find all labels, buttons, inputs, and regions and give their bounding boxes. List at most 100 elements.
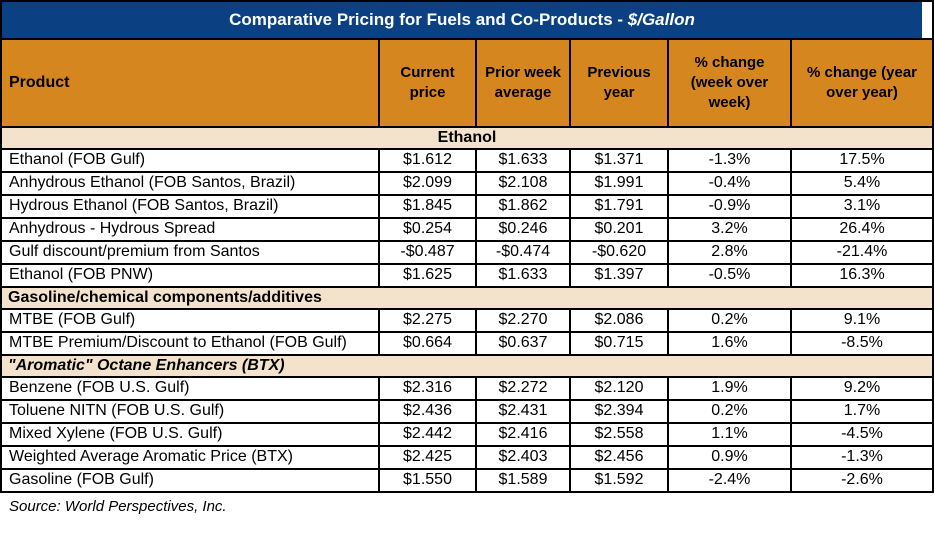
value-cell: $2.099 bbox=[378, 171, 477, 197]
table-row: Hydrous Ethanol (FOB Santos, Brazil) $1.8… bbox=[2, 194, 932, 220]
value-cell: $1.589 bbox=[475, 467, 571, 491]
product-name-cell: Weighted Average Aromatic Price (BTX) bbox=[2, 444, 380, 470]
value-cell: -2.6% bbox=[790, 467, 932, 491]
value-cell: 1.6% bbox=[667, 330, 792, 356]
value-cell: $0.246 bbox=[475, 217, 571, 242]
column-header-previous-year: Previous year bbox=[569, 40, 669, 128]
value-cell: $0.715 bbox=[569, 330, 669, 356]
value-cell: -2.4% bbox=[667, 467, 792, 491]
product-name-cell: Ethanol (FOB Gulf) bbox=[2, 148, 380, 174]
value-cell: 9.1% bbox=[790, 308, 932, 333]
value-cell: -21.4% bbox=[790, 239, 932, 265]
value-cell: $0.664 bbox=[378, 330, 477, 356]
product-name-cell: Anhydrous Ethanol (FOB Santos, Brazil) bbox=[2, 171, 380, 197]
value-cell: $2.272 bbox=[475, 376, 571, 402]
table-row: Gasoline (FOB Gulf) $1.550 $1.589 $1.592 -2.… bbox=[2, 467, 932, 491]
product-name-cell: Benzene (FOB U.S. Gulf) bbox=[2, 376, 380, 402]
product-name-cell: Ethanol (FOB PNW) bbox=[2, 262, 380, 288]
table-row: Ethanol (FOB Gulf) $1.612 $1.633 $1.371 -1.3… bbox=[2, 148, 932, 174]
value-cell: $1.862 bbox=[475, 194, 571, 220]
value-cell: $2.316 bbox=[378, 376, 477, 402]
value-cell: $2.086 bbox=[569, 308, 669, 333]
value-cell: $2.270 bbox=[475, 308, 571, 333]
value-cell: $1.633 bbox=[475, 262, 571, 288]
value-cell: 0.2% bbox=[667, 399, 792, 424]
value-cell: -4.5% bbox=[790, 421, 932, 447]
value-cell: $2.456 bbox=[569, 444, 669, 470]
table-row: Anhydrous Ethanol (FOB Santos, Brazil) $2… bbox=[2, 171, 932, 197]
value-cell: $2.442 bbox=[378, 421, 477, 447]
column-header-current-price: Current price bbox=[378, 40, 477, 128]
table-row: MTBE (FOB Gulf) $2.275 $2.270 $2.086 0.2% 9.1… bbox=[2, 308, 932, 333]
table-title-bar: Comparative Pricing for Fuels and Co-Pro… bbox=[2, 2, 922, 38]
value-cell: -$0.487 bbox=[378, 239, 477, 265]
value-cell: -0.9% bbox=[667, 194, 792, 220]
source-note: Source: World Perspectives, Inc. bbox=[0, 492, 934, 515]
product-name-cell: Gulf discount/premium from Santos bbox=[2, 239, 380, 265]
table-title-main: Comparative Pricing for Fuels and Co-Pro… bbox=[229, 10, 628, 29]
value-cell: $2.416 bbox=[475, 421, 571, 447]
value-cell: $1.550 bbox=[378, 467, 477, 491]
column-header-row: Product Current price Prior week average… bbox=[2, 40, 932, 128]
value-cell: -1.3% bbox=[667, 148, 792, 174]
title-row: Comparative Pricing for Fuels and Co-Pro… bbox=[2, 2, 932, 40]
product-name-cell: MTBE (FOB Gulf) bbox=[2, 308, 380, 333]
value-cell: 1.9% bbox=[667, 376, 792, 402]
value-cell: -$0.620 bbox=[569, 239, 669, 265]
column-header-prior-week-average: Prior week average bbox=[475, 40, 571, 128]
table-row: Benzene (FOB U.S. Gulf) $2.316 $2.272 $2.12… bbox=[2, 376, 932, 402]
value-cell: -8.5% bbox=[790, 330, 932, 356]
value-cell: $2.108 bbox=[475, 171, 571, 197]
value-cell: 3.1% bbox=[790, 194, 932, 220]
value-cell: 9.2% bbox=[790, 376, 932, 402]
value-cell: -0.4% bbox=[667, 171, 792, 197]
value-cell: $1.397 bbox=[569, 262, 669, 288]
value-cell: $2.425 bbox=[378, 444, 477, 470]
value-cell: $2.558 bbox=[569, 421, 669, 447]
value-cell: $0.637 bbox=[475, 330, 571, 356]
value-cell: 2.8% bbox=[667, 239, 792, 265]
table-body: Ethanol Ethanol (FOB Gulf) $1.612 $1.633 $1.… bbox=[2, 125, 932, 491]
value-cell: 3.2% bbox=[667, 217, 792, 242]
value-cell: $0.201 bbox=[569, 217, 669, 242]
value-cell: $1.625 bbox=[378, 262, 477, 288]
section-label: "Aromatic" Octane Enhancers (BTX) bbox=[2, 353, 932, 379]
pricing-table-frame: Comparative Pricing for Fuels and Co-Pro… bbox=[0, 0, 934, 493]
value-cell: $1.845 bbox=[378, 194, 477, 220]
section-header-row: "Aromatic" Octane Enhancers (BTX) bbox=[2, 353, 932, 379]
value-cell: $1.791 bbox=[569, 194, 669, 220]
section-label: Ethanol bbox=[2, 125, 932, 151]
table-row: Anhydrous - Hydrous Spread $0.254 $0.246 $0… bbox=[2, 217, 932, 242]
column-header-product: Product bbox=[2, 40, 380, 128]
column-header-pct-change-wow: % change (week over week) bbox=[667, 40, 792, 128]
value-cell: 0.2% bbox=[667, 308, 792, 333]
value-cell: $2.436 bbox=[378, 399, 477, 424]
product-name-cell: Hydrous Ethanol (FOB Santos, Brazil) bbox=[2, 194, 380, 220]
value-cell: 1.7% bbox=[790, 399, 932, 424]
value-cell: $0.254 bbox=[378, 217, 477, 242]
table-row: Gulf discount/premium from Santos -$0.487… bbox=[2, 239, 932, 265]
table-row: MTBE Premium/Discount to Ethanol (FOB Gu… bbox=[2, 330, 932, 356]
value-cell: 26.4% bbox=[790, 217, 932, 242]
column-header-pct-change-yoy: % change (year over year) bbox=[790, 40, 932, 128]
value-cell: 5.4% bbox=[790, 171, 932, 197]
value-cell: $1.371 bbox=[569, 148, 669, 174]
value-cell: $1.592 bbox=[569, 467, 669, 491]
table-header: Product Current price Prior week average… bbox=[2, 40, 932, 128]
table-row: Weighted Average Aromatic Price (BTX) $2.… bbox=[2, 444, 932, 470]
product-name-cell: Gasoline (FOB Gulf) bbox=[2, 467, 380, 491]
value-cell: $2.120 bbox=[569, 376, 669, 402]
table-title: Comparative Pricing for Fuels and Co-Pro… bbox=[229, 10, 695, 30]
value-cell: 16.3% bbox=[790, 262, 932, 288]
value-cell: -0.5% bbox=[667, 262, 792, 288]
value-cell: $2.394 bbox=[569, 399, 669, 424]
product-name-cell: Mixed Xylene (FOB U.S. Gulf) bbox=[2, 421, 380, 447]
value-cell: -1.3% bbox=[790, 444, 932, 470]
table-row: Ethanol (FOB PNW) $1.625 $1.633 $1.397 -0.5%… bbox=[2, 262, 932, 288]
value-cell: 17.5% bbox=[790, 148, 932, 174]
table-row: Mixed Xylene (FOB U.S. Gulf) $2.442 $2.416… bbox=[2, 421, 932, 447]
product-name-cell: Toluene NITN (FOB U.S. Gulf) bbox=[2, 399, 380, 424]
pricing-table: Product Current price Prior week average… bbox=[2, 40, 932, 491]
value-cell: $1.991 bbox=[569, 171, 669, 197]
section-header-row: Gasoline/chemical components/additives bbox=[2, 285, 932, 311]
